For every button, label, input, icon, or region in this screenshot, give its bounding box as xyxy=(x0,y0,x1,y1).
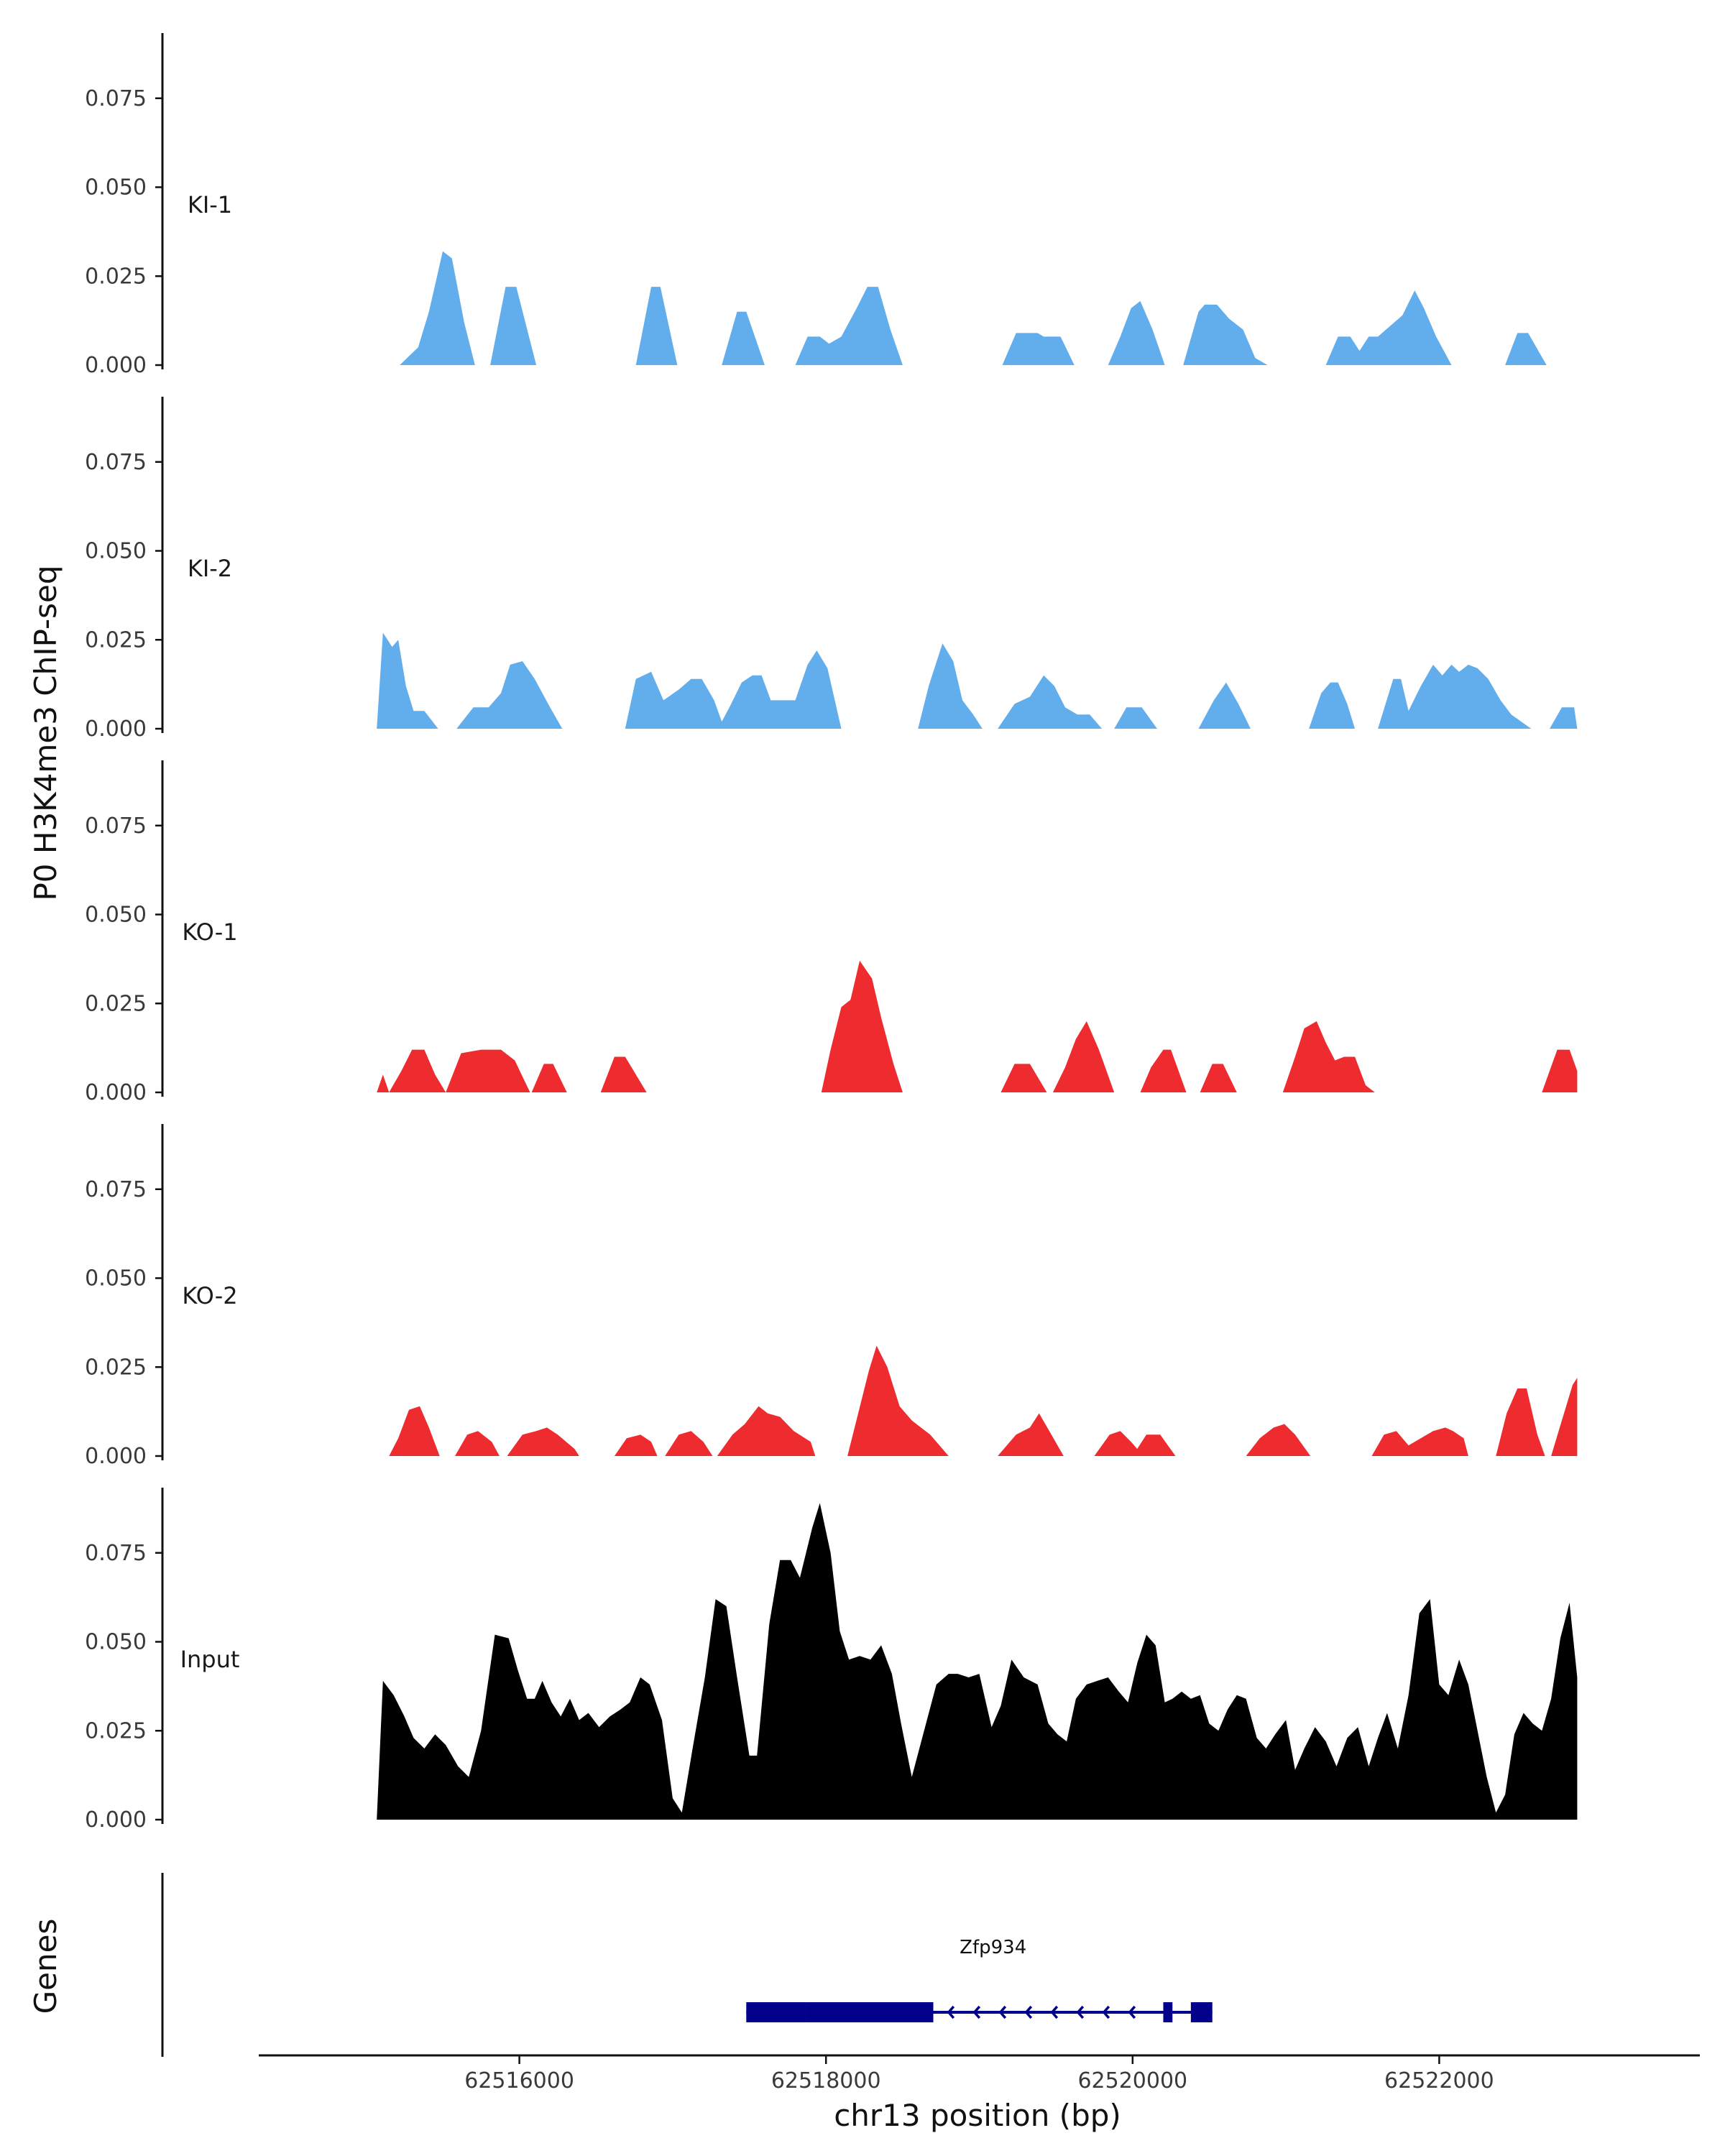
gene-exon xyxy=(806,2002,934,2022)
y-tick-label: 0.050 xyxy=(85,1266,147,1291)
signal-area-ki-2 xyxy=(1378,664,1532,729)
track-label: KI-1 xyxy=(188,191,232,218)
signal-area-ko-2 xyxy=(1551,1378,1578,1456)
tracks-layer: 0.0000.0250.0500.075KI-10.0000.0250.0500… xyxy=(85,33,1578,1833)
y-tick-label: 0.000 xyxy=(85,1444,147,1469)
strand-arrow-icon xyxy=(1024,2005,1033,2019)
signal-area-ko-2 xyxy=(1246,1424,1311,1456)
strand-arrow-icon xyxy=(1128,2005,1136,2019)
x-tick-label: 62516000 xyxy=(464,2068,574,2093)
gene-panel: Zfp934 xyxy=(161,1873,1213,2057)
x-tick-label: 62522000 xyxy=(1384,2068,1494,2093)
signal-area-ko-2 xyxy=(389,1406,440,1456)
signal-area-ko-1 xyxy=(821,960,903,1092)
y-tick-label: 0.075 xyxy=(85,450,147,475)
strand-arrow-icon xyxy=(947,2005,955,2019)
signal-area-ki-2 xyxy=(1114,707,1157,729)
signal-area-ko-2 xyxy=(1496,1388,1545,1456)
signal-area-ko-2 xyxy=(998,1413,1064,1456)
track-panel-ki-2: 0.000 0.025 0.050 0.075 KI-2 xyxy=(85,397,1578,742)
signal-area-ko-2 xyxy=(507,1427,579,1456)
x-axis-title: chr13 position (bp) xyxy=(834,2098,1121,2133)
signal-area-input xyxy=(377,1503,1578,1820)
signal-area-ki-2 xyxy=(1309,682,1356,729)
y-tick-label: 0.025 xyxy=(85,627,147,653)
signal-area-ko-1 xyxy=(377,1049,530,1092)
y-tick-label: 0.000 xyxy=(85,1807,147,1833)
strand-arrow-icon xyxy=(972,2005,981,2019)
signal-area-ki-1 xyxy=(635,287,678,365)
signal-area-ko-2 xyxy=(717,1406,816,1456)
signal-area-ko-2 xyxy=(455,1431,500,1456)
signal-area-ko-2 xyxy=(1371,1427,1468,1456)
y-tick-label: 0.000 xyxy=(85,717,147,742)
signal-area-ki-2 xyxy=(918,643,983,729)
y-tick-label: 0.075 xyxy=(85,1177,147,1202)
track-label: KI-2 xyxy=(188,555,232,582)
signal-area-ki-1 xyxy=(1108,300,1165,365)
y-tick-label: 0.000 xyxy=(85,353,147,378)
signal-area-ki-1 xyxy=(1325,290,1452,365)
gene-exon xyxy=(746,2002,806,2022)
track-label: Input xyxy=(180,1646,240,1673)
signal-area-ki-1 xyxy=(400,251,475,365)
strand-arrow-icon xyxy=(1076,2005,1085,2019)
signal-area-ko-1 xyxy=(1140,1049,1187,1092)
gene-exon xyxy=(1190,2002,1213,2022)
signal-area-ko-1 xyxy=(600,1056,647,1092)
signal-area-ko-1 xyxy=(1542,1049,1578,1092)
strand-arrow-icon xyxy=(1102,2005,1110,2019)
signal-area-ko-1 xyxy=(1282,1021,1375,1092)
strand-arrow-icon xyxy=(1050,2005,1059,2019)
y-tick-label: 0.000 xyxy=(85,1080,147,1105)
y-tick-label: 0.050 xyxy=(85,903,147,928)
x-tick-label: 62518000 xyxy=(771,2068,881,2093)
gene-exon xyxy=(1163,2002,1173,2022)
x-tick-label: 62520000 xyxy=(1077,2068,1187,2093)
track-panel-input: 0.000 0.025 0.050 0.075 Input xyxy=(85,1488,1578,1833)
signal-area-ki-1 xyxy=(490,287,537,365)
signal-area-ki-2 xyxy=(1198,682,1251,729)
track-label: KO-1 xyxy=(182,918,237,946)
x-axis: 62516000 62518000 62520000 62522000 xyxy=(259,2054,1700,2093)
gene-name-label: Zfp934 xyxy=(960,1937,1026,1958)
track-panel-ki-1: 0.000 0.025 0.050 0.075 KI-1 xyxy=(85,33,1547,378)
y-tick-label: 0.025 xyxy=(85,264,147,289)
signal-area-ki-1 xyxy=(795,287,903,365)
y-tick-label: 0.075 xyxy=(85,1541,147,1566)
y-tick-label: 0.025 xyxy=(85,1718,147,1743)
y-tick-label: 0.050 xyxy=(85,175,147,201)
signal-area-ki-1 xyxy=(1002,333,1075,365)
y-tick-label: 0.050 xyxy=(85,1630,147,1655)
signal-area-ko-2 xyxy=(1094,1431,1176,1456)
track-panel-ko-2: 0.000 0.025 0.050 0.075 KO-2 xyxy=(85,1124,1578,1469)
track-panel-ko-1: 0.000 0.025 0.050 0.075 KO-1 xyxy=(85,760,1578,1105)
y-tick-label: 0.025 xyxy=(85,1355,147,1380)
signal-area-ko-2 xyxy=(614,1434,658,1456)
y-axis-title: P0 H3K4me3 ChIP-seq xyxy=(28,565,63,900)
signal-area-ki-1 xyxy=(722,311,765,365)
track-label: KO-2 xyxy=(182,1282,237,1309)
y-tick-label: 0.025 xyxy=(85,991,147,1016)
signal-area-ko-2 xyxy=(847,1345,949,1456)
signal-area-ko-1 xyxy=(1000,1064,1047,1092)
signal-area-ki-2 xyxy=(998,675,1103,729)
genes-panel-title: Genes xyxy=(28,1919,63,2014)
y-tick-label: 0.050 xyxy=(85,539,147,564)
signal-area-ki-2 xyxy=(1550,707,1578,729)
signal-area-ki-1 xyxy=(1183,304,1268,365)
signal-area-ko-1 xyxy=(531,1064,567,1092)
signal-area-ko-1 xyxy=(1200,1064,1237,1092)
signal-area-ki-2 xyxy=(456,661,563,729)
signal-area-ko-2 xyxy=(665,1431,713,1456)
signal-area-ki-2 xyxy=(377,632,438,729)
y-tick-label: 0.075 xyxy=(85,814,147,839)
strand-arrow-icon xyxy=(998,2005,1007,2019)
y-tick-label: 0.075 xyxy=(85,86,147,111)
signal-area-ko-1 xyxy=(1052,1021,1115,1092)
signal-area-ki-2 xyxy=(625,650,842,729)
signal-area-ki-1 xyxy=(1505,333,1547,365)
